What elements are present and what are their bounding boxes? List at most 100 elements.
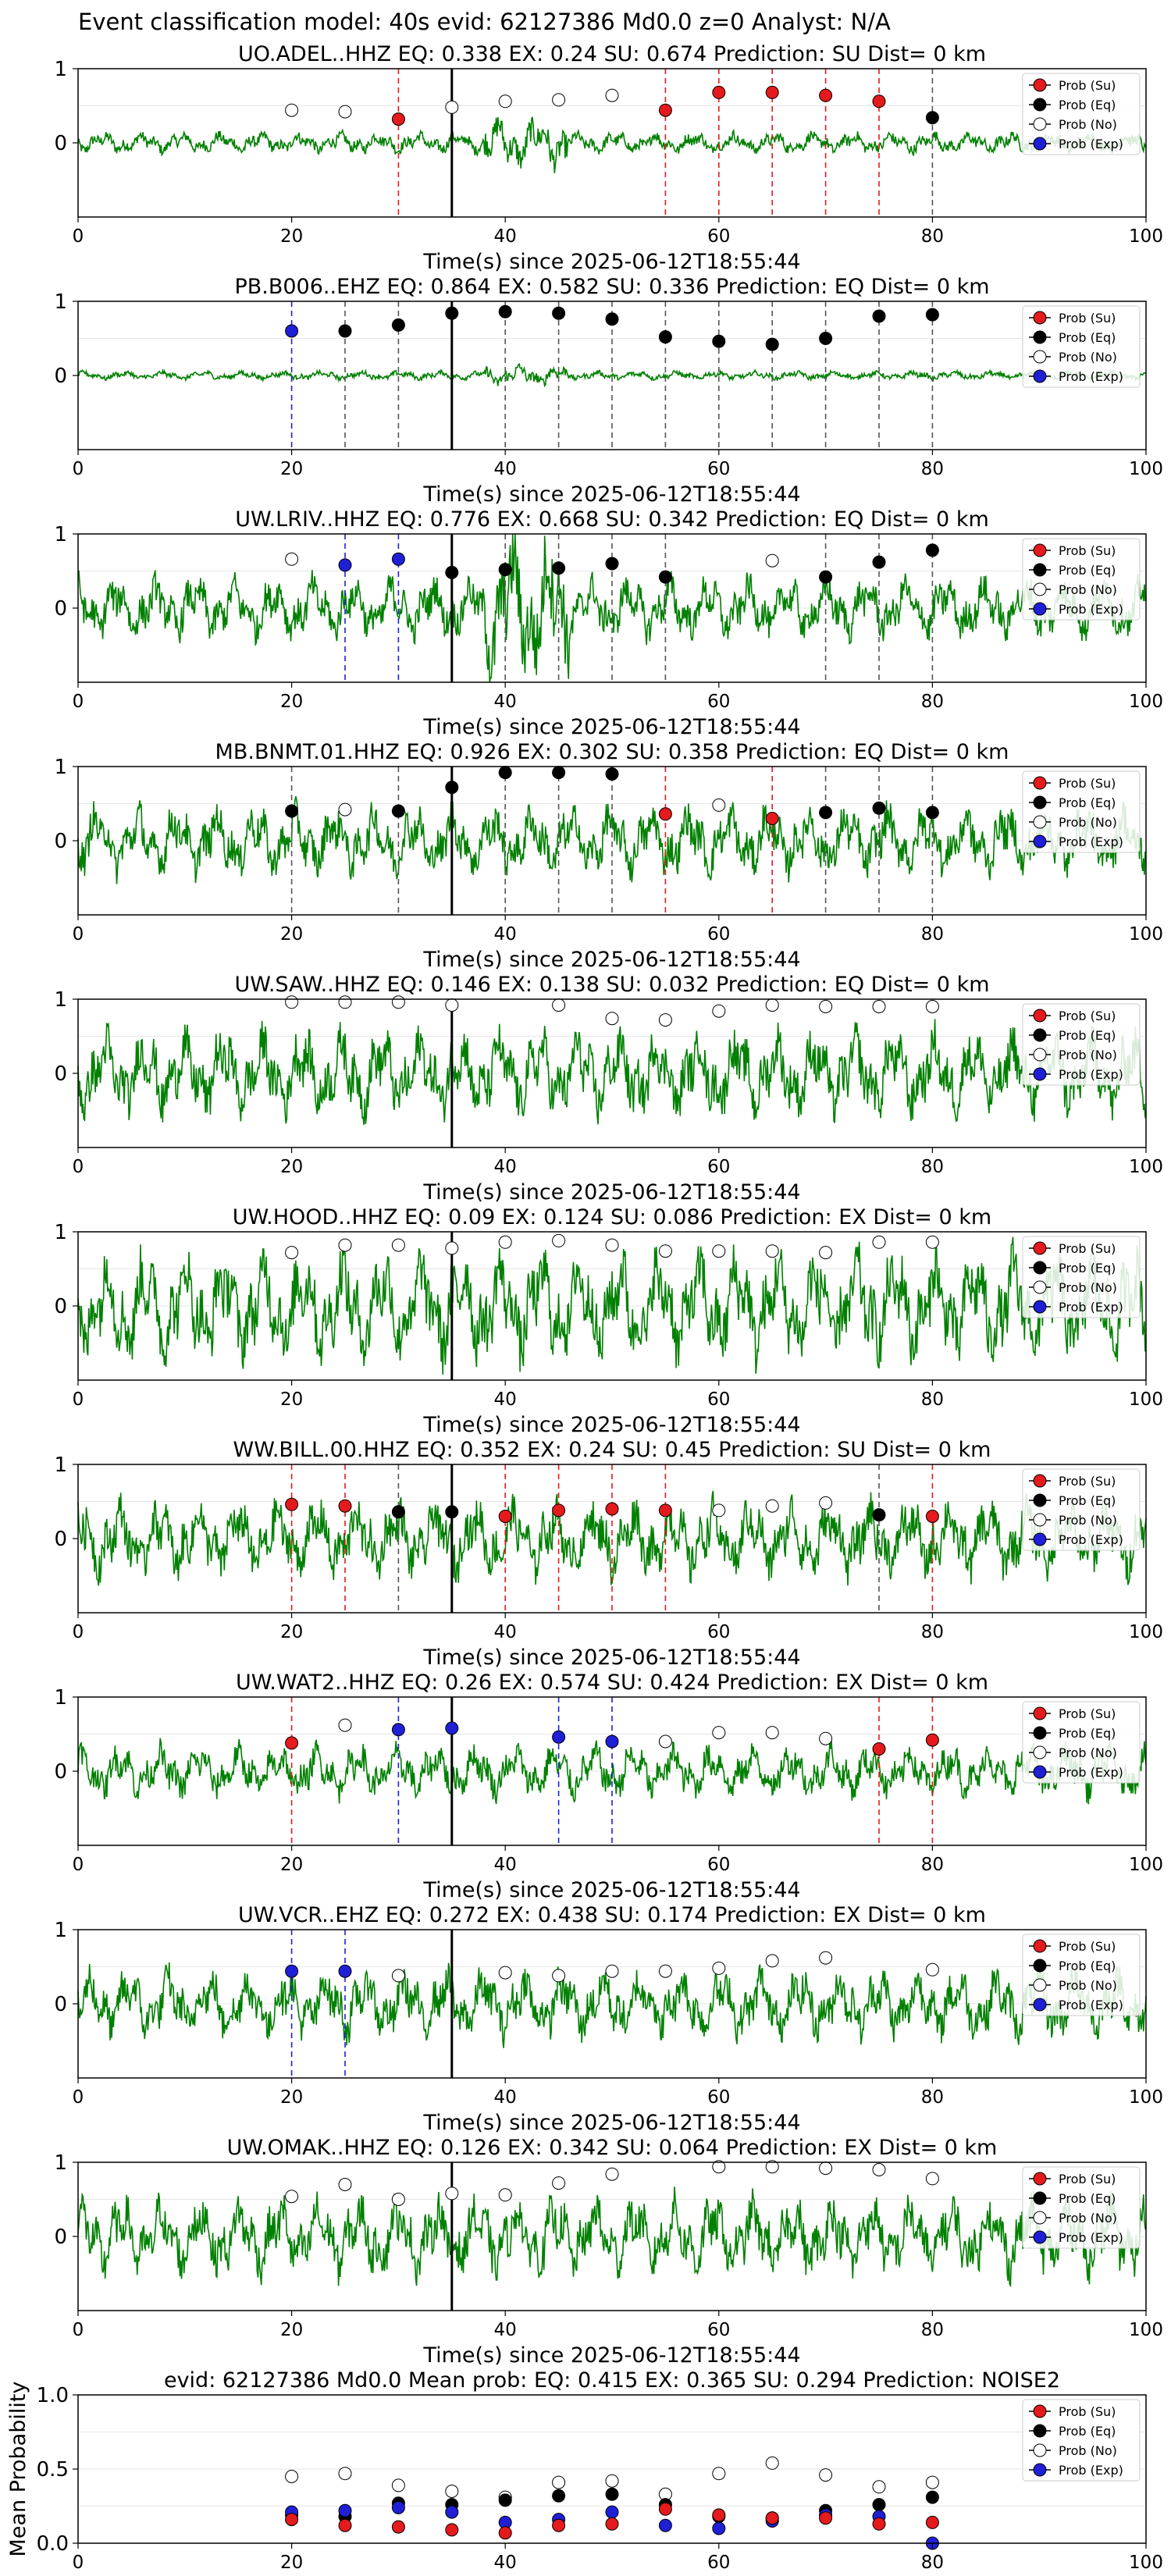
y-tick-label: 0 — [54, 132, 67, 155]
legend-label-eq: Prob (Eq) — [1059, 2191, 1116, 2206]
mean-prob-marker-exp — [712, 2521, 726, 2535]
legend-label-exp: Prob (Exp) — [1059, 1532, 1123, 1547]
y-tick-label: 1 — [54, 1221, 67, 1244]
mean-prob-marker-su — [819, 2511, 833, 2525]
legend-label-su: Prob (Su) — [1059, 1474, 1116, 1489]
prob-marker-no — [658, 1735, 672, 1749]
x-tick-label: 60 — [707, 1622, 730, 1642]
legend-marker-su — [1033, 2172, 1047, 2186]
legend-marker-su — [1033, 1474, 1047, 1488]
prob-marker-no — [819, 2161, 833, 2176]
x-tick-label: 60 — [707, 2553, 730, 2573]
legend-box — [1022, 1934, 1141, 2016]
prob-marker-eq — [819, 332, 833, 345]
prob-marker-su — [285, 1736, 299, 1750]
x-tick-label: 0 — [73, 2553, 84, 2573]
legend-marker-no — [1033, 1048, 1047, 1062]
x-tick-label: 60 — [707, 1855, 730, 1875]
legend-box — [1022, 1003, 1141, 1086]
mean-prob-marker-su — [658, 2502, 672, 2516]
prob-marker-exp — [445, 1721, 459, 1735]
prob-marker-eq — [819, 806, 833, 820]
y-tick-label: 1 — [54, 1686, 67, 1710]
legend-label-su: Prob (Su) — [1059, 2404, 1116, 2419]
prob-marker-eq — [765, 337, 779, 351]
mean-prob-marker-eq — [605, 2487, 619, 2501]
prob-marker-no — [552, 998, 566, 1012]
legend-marker-exp — [1033, 369, 1047, 383]
prob-marker-no — [819, 1951, 833, 1965]
legend-label-exp: Prob (Exp) — [1059, 1067, 1123, 1082]
y-tick-label: 1 — [54, 2151, 67, 2175]
x-tick-label: 60 — [707, 226, 730, 247]
x-tick-label: 0 — [73, 2320, 84, 2340]
mean-prob-marker-exp — [338, 2503, 352, 2517]
y-tick-label: 1 — [54, 756, 67, 779]
y-tick-label: 0 — [54, 830, 67, 853]
prob-marker-eq — [658, 570, 672, 584]
legend-label-no: Prob (No) — [1059, 1280, 1117, 1295]
x-tick-label: 20 — [280, 2553, 303, 2573]
x-tick-label: 80 — [921, 2553, 944, 2573]
prob-marker-no — [498, 94, 512, 109]
prob-marker-su — [765, 85, 779, 99]
y-tick-label: 0 — [54, 1528, 67, 1551]
x-tick-label: 80 — [921, 924, 944, 945]
legend-box — [1022, 73, 1141, 155]
mean-prob-marker-su — [765, 2511, 779, 2525]
prob-marker-eq — [552, 306, 566, 320]
legend-marker-exp — [1033, 1765, 1047, 1779]
prob-marker-su — [658, 103, 672, 117]
prob-marker-no — [445, 2186, 459, 2201]
legend-marker-no — [1033, 117, 1047, 131]
legend-label-eq: Prob (Eq) — [1059, 2424, 1116, 2439]
prob-marker-no — [712, 1004, 726, 1018]
prob-marker-no — [925, 2172, 939, 2186]
prob-marker-no — [391, 2193, 405, 2206]
y-tick-label: 0 — [54, 365, 67, 388]
mean-prob-marker-su — [925, 2515, 939, 2529]
x-tick-label: 100 — [1129, 692, 1163, 712]
y-tick-label: 0 — [54, 597, 67, 621]
y-tick-label: 0 — [54, 1062, 67, 1086]
y-tick-label: 0 — [54, 1760, 67, 1784]
prob-marker-no — [285, 1246, 299, 1260]
prob-marker-su — [605, 1502, 619, 1516]
prob-marker-no — [925, 1235, 939, 1249]
prob-marker-no — [338, 1238, 352, 1252]
prob-marker-no — [285, 103, 299, 117]
x-tick-label: 0 — [73, 1157, 84, 1177]
legend-marker-su — [1033, 1706, 1047, 1720]
x-tick-label: 0 — [73, 2087, 84, 2108]
prob-marker-no — [819, 1496, 833, 1510]
waveform-panel-1: UO.ADEL..HHZ EQ: 0.338 EX: 0.24 SU: 0.67… — [54, 42, 1163, 274]
panel-title: UW.VCR..EHZ EQ: 0.272 EX: 0.438 SU: 0.17… — [238, 1903, 986, 1927]
x-tick-label: 40 — [494, 1389, 517, 1410]
x-tick-label: 60 — [707, 692, 730, 712]
legend-marker-su — [1033, 776, 1047, 790]
prob-marker-no — [765, 1499, 779, 1513]
legend-marker-eq — [1033, 1028, 1047, 1042]
x-tick-label: 100 — [1129, 226, 1163, 247]
prob-marker-no — [391, 1969, 405, 1983]
waveform-panel-10: UW.OMAK..HHZ EQ: 0.126 EX: 0.342 SU: 0.0… — [54, 2136, 1163, 2368]
waveform-panel-8: UW.WAT2..HHZ EQ: 0.26 EX: 0.574 SU: 0.42… — [54, 1670, 1163, 1902]
x-tick-label: 20 — [280, 692, 303, 712]
prob-marker-eq — [605, 312, 619, 326]
prob-marker-eq — [445, 781, 459, 795]
prob-marker-exp — [391, 1723, 405, 1737]
prob-marker-no — [445, 1241, 459, 1255]
prob-marker-su — [658, 1503, 672, 1517]
x-tick-label: 100 — [1129, 1855, 1163, 1875]
x-axis-label: Time(s) since 2025-06-12T18:55:44 — [422, 1413, 800, 1437]
prob-marker-exp — [605, 1735, 619, 1749]
x-tick-label: 80 — [921, 1855, 944, 1875]
legend-label-eq: Prob (Eq) — [1059, 1028, 1116, 1043]
legend-marker-eq — [1033, 330, 1047, 344]
panel-title: MB.BNMT.01.HHZ EQ: 0.926 EX: 0.302 SU: 0… — [215, 740, 1009, 764]
legend-label-no: Prob (No) — [1059, 1513, 1117, 1528]
mean-prob-marker-no — [605, 2474, 619, 2488]
x-tick-label: 60 — [707, 1157, 730, 1177]
prob-marker-eq — [872, 801, 886, 815]
waveform-trace — [77, 362, 1147, 387]
